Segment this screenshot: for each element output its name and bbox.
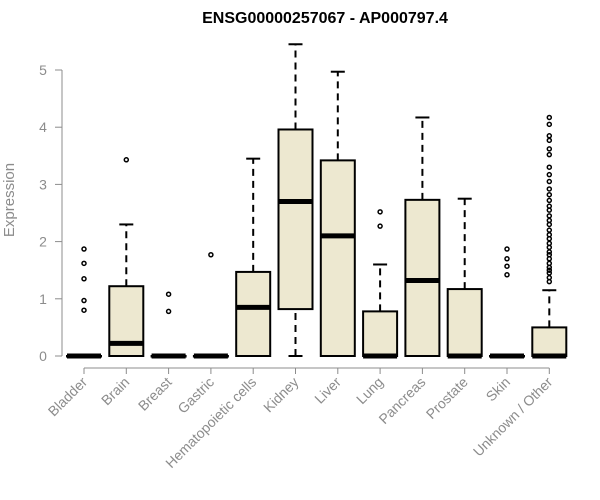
x-tick-label: Liver <box>311 374 344 407</box>
outlier-point <box>546 178 553 185</box>
box-body <box>235 270 272 357</box>
outlier-point <box>377 209 383 215</box>
outlier-point <box>546 252 553 258</box>
box-skin <box>489 246 525 359</box>
outlier-point <box>546 260 553 267</box>
outlier-point <box>123 157 130 163</box>
x-tick-label: Bladder <box>45 374 91 420</box>
outlier-point <box>546 270 553 276</box>
boxplot-series <box>66 43 568 359</box>
outlier-point <box>546 240 553 247</box>
box-bladder <box>66 246 102 359</box>
outlier-point <box>546 151 553 158</box>
box-body <box>362 310 399 358</box>
outlier-point <box>546 203 553 209</box>
y-tick-label: 3 <box>39 176 47 192</box>
x-tick-label: Lung <box>353 374 386 407</box>
box-brain <box>108 157 145 357</box>
outlier-point <box>504 246 510 252</box>
outlier-point <box>546 133 553 139</box>
outlier-point <box>546 114 553 121</box>
outlier-point <box>81 276 87 282</box>
outlier-point <box>546 191 553 198</box>
outlier-point <box>81 307 87 313</box>
x-tick-label: Breast <box>135 374 175 414</box>
box-body <box>446 288 483 357</box>
x-tick-label: Skin <box>483 374 514 405</box>
outlier-point <box>81 246 87 252</box>
outlier-point <box>546 197 553 204</box>
y-tick-label: 4 <box>39 119 47 135</box>
outlier-point <box>546 164 553 170</box>
x-tick-label: Pancreas <box>375 374 428 427</box>
box-body <box>277 128 314 311</box>
outlier-point <box>546 146 553 152</box>
box-liver <box>319 70 356 357</box>
outlier-point <box>504 256 510 262</box>
outlier-point <box>546 231 553 238</box>
x-tick-label: Unknown / Other <box>470 374 556 460</box>
outlier-point <box>165 291 172 297</box>
outlier-point <box>504 272 510 278</box>
outlier-point <box>546 171 553 178</box>
y-axis-label: Expression <box>1 163 18 237</box>
outlier-point <box>546 249 553 255</box>
outlier-point <box>165 308 172 315</box>
x-tick-label: Kidney <box>260 374 302 416</box>
outlier-point <box>208 252 214 258</box>
chart-title: ENSG00000257067 - AP000797.4 <box>202 10 448 27</box>
outlier-point <box>81 260 87 267</box>
outlier-point <box>377 223 383 229</box>
box-body <box>404 198 441 357</box>
box-lung <box>362 209 399 359</box>
box-gastric <box>192 252 229 359</box>
y-tick-label: 0 <box>39 348 47 364</box>
outlier-point <box>546 213 553 219</box>
y-axis: 0 1 2 3 4 5 <box>39 62 63 364</box>
outlier-point <box>546 217 553 224</box>
outlier-point <box>81 297 87 304</box>
box-pancreas <box>404 116 441 357</box>
box-breast <box>150 291 187 359</box>
box-body <box>531 326 568 357</box>
box-hematopoietic-cells <box>235 157 272 357</box>
outlier-point <box>546 137 553 144</box>
y-tick-label: 1 <box>39 291 47 307</box>
outlier-point <box>546 267 553 273</box>
y-tick-label: 5 <box>39 62 47 78</box>
box-unknown-other <box>531 114 568 359</box>
box-kidney <box>277 43 314 357</box>
x-tick-label: Brain <box>98 374 132 408</box>
outlier-point <box>546 227 553 233</box>
outlier-point <box>546 186 553 192</box>
box-body <box>319 159 356 357</box>
box-prostate <box>446 197 483 359</box>
y-tick-label: 2 <box>39 234 47 250</box>
outlier-point <box>546 121 553 128</box>
outlier-point <box>504 263 510 269</box>
outlier-point <box>546 274 553 281</box>
x-tick-label: Prostate <box>423 374 471 422</box>
